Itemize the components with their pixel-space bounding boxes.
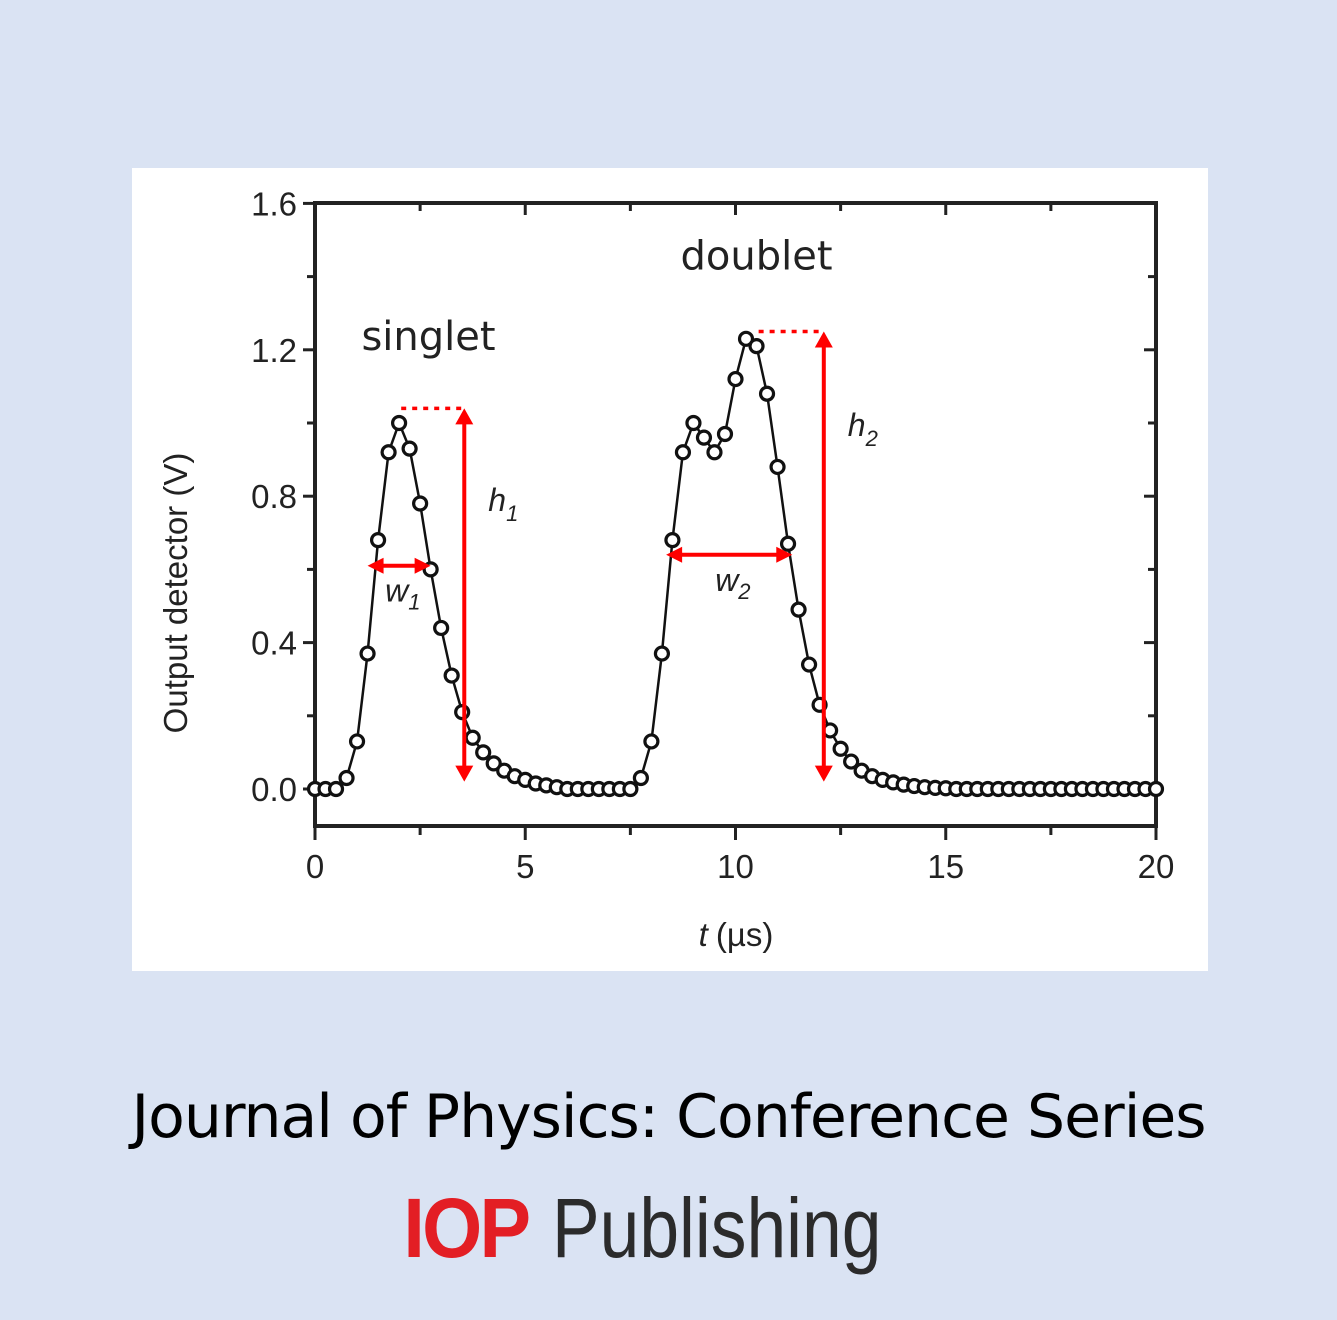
y-tick-labels: 0.0 0.4 0.8 1.2 1.6 <box>251 185 297 808</box>
label-doublet: doublet <box>681 233 833 279</box>
arrow-down-icon <box>455 765 474 782</box>
subscript: 1 <box>506 501 518 526</box>
label-singlet: singlet <box>361 314 495 360</box>
arrow-left-icon <box>367 557 384 574</box>
label-w2: w2 <box>715 562 750 604</box>
data-point <box>643 733 660 750</box>
arrow-up-icon <box>455 408 474 425</box>
arrow-left-icon <box>666 546 683 563</box>
y-tick-label: 0.4 <box>251 625 297 662</box>
y-tick-label: 1.2 <box>251 332 297 369</box>
data-point <box>380 444 397 461</box>
y-tick-label: 0.8 <box>251 478 297 515</box>
signal-markers <box>306 330 1165 798</box>
data-point <box>632 769 649 787</box>
data-point <box>622 780 639 798</box>
data-point <box>843 753 860 770</box>
data-point <box>779 535 797 552</box>
data-point <box>454 704 471 721</box>
data-point <box>1147 780 1165 798</box>
y-tick-label: 0.0 <box>251 771 297 808</box>
data-point <box>685 414 702 432</box>
x-tick-label: 5 <box>516 848 534 885</box>
data-point <box>485 755 502 772</box>
x-axis-title-var: t <box>699 916 710 953</box>
data-point <box>758 385 776 402</box>
data-point <box>727 370 744 388</box>
publisher-logo: IOP Publishing <box>0 1180 1337 1277</box>
x-tick-label: 20 <box>1138 848 1175 885</box>
data-point <box>475 744 492 761</box>
publisher-name: Publishing <box>551 1181 882 1275</box>
y-tick-label: 1.6 <box>251 185 297 222</box>
figure-panel: 0 5 10 15 20 0.0 0.4 0.8 1.2 1.6 singlet doublet h… <box>132 168 1208 971</box>
subscript: 2 <box>737 579 750 604</box>
y-axis-title: Output detector (V) <box>157 453 194 734</box>
x-tick-label: 15 <box>927 848 964 885</box>
x-tick-label: 10 <box>717 848 754 885</box>
data-point <box>464 729 481 746</box>
data-point <box>443 667 460 684</box>
data-point <box>401 440 418 457</box>
label-h1: h1 <box>488 482 518 526</box>
data-point <box>359 645 376 662</box>
label-h2: h2 <box>848 407 878 451</box>
plot-frame <box>313 201 1158 828</box>
data-point <box>369 532 387 549</box>
data-point <box>832 740 849 757</box>
data-point <box>653 645 671 662</box>
subscript: 2 <box>865 426 878 451</box>
data-point <box>748 338 765 355</box>
data-point <box>327 780 345 798</box>
data-point <box>790 601 807 618</box>
arrow-right-icon <box>414 557 431 574</box>
data-point <box>737 330 755 347</box>
data-point <box>348 733 366 750</box>
subscript: 1 <box>408 590 420 615</box>
data-point <box>433 619 450 637</box>
x-tick-label: 0 <box>306 848 324 885</box>
plot-border <box>313 201 1158 828</box>
x-tick-labels: 0 5 10 15 20 <box>306 848 1175 885</box>
x-axis-title: t (µs) <box>699 916 774 953</box>
data-point <box>706 444 723 461</box>
data-point <box>769 458 786 476</box>
arrow-right-icon <box>776 546 793 563</box>
pulse-chart: 0 5 10 15 20 0.0 0.4 0.8 1.2 1.6 singlet doublet h… <box>157 185 1175 953</box>
data-point <box>664 532 681 549</box>
label-w1: w1 <box>385 573 420 615</box>
annotations: singlet doublet h1 w1 h2 w2 <box>361 233 878 782</box>
x-axis-title-unit: (µs) <box>716 916 774 953</box>
axis-ticks <box>303 201 1158 840</box>
data-point <box>338 769 355 787</box>
arrow-up-icon <box>814 331 833 348</box>
publisher-brand: IOP <box>403 1181 531 1275</box>
journal-title: Journal of Physics: Conference Series <box>131 1082 1206 1152</box>
data-point <box>391 414 408 432</box>
arrow-down-icon <box>814 765 833 782</box>
data-point <box>695 429 713 446</box>
data-point <box>716 425 734 443</box>
data-point <box>412 495 429 512</box>
data-point <box>800 656 818 673</box>
data-point <box>674 444 692 461</box>
